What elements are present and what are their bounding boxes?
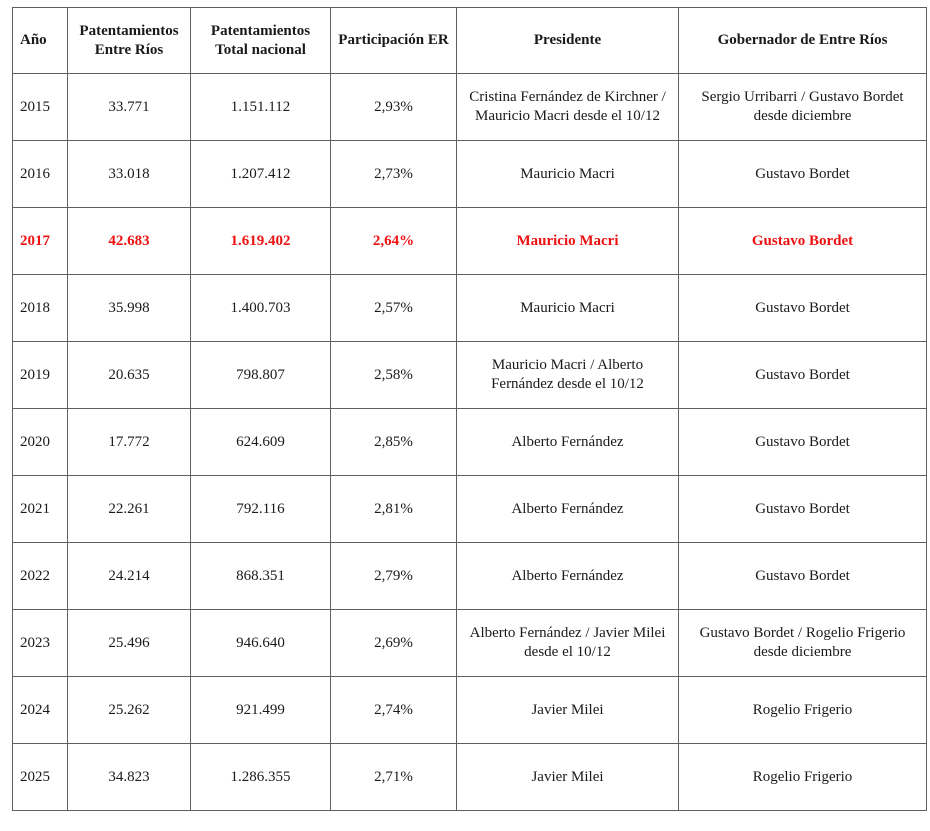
cell-patentamientos-entre-rios: 22.261 xyxy=(67,475,191,543)
cell-patentamientos-total-nacional: 792.116 xyxy=(190,475,331,543)
cell-participacion-er: 2,57% xyxy=(330,274,457,342)
table-row: 2023 25.496 946.640 2,69% Alberto Fernández … xyxy=(12,609,927,677)
cell-gobernador: Gustavo Bordet xyxy=(678,274,927,342)
cell-gobernador: Gustavo Bordet xyxy=(678,140,927,208)
cell-patentamientos-entre-rios: 33.018 xyxy=(67,140,191,208)
table-row: 2017 42.683 1.619.402 2,64% Mauricio Macri Gu… xyxy=(12,207,927,275)
cell-presidente: Mauricio Macri xyxy=(456,274,679,342)
cell-participacion-er: 2,81% xyxy=(330,475,457,543)
cell-gobernador: Rogelio Frigerio xyxy=(678,743,927,811)
header-participacion-er: Participación ER xyxy=(330,7,457,74)
cell-presidente: Alberto Fernández xyxy=(456,475,679,543)
cell-presidente: Alberto Fernández xyxy=(456,408,679,476)
cell-patentamientos-entre-rios: 20.635 xyxy=(67,341,191,409)
cell-presidente: Alberto Fernández / Javier Milei desde e… xyxy=(456,609,679,677)
table-row: 2019 20.635 798.807 2,58% Mauricio Macri / A… xyxy=(12,341,927,409)
header-year: Año xyxy=(12,7,68,74)
cell-presidente: Alberto Fernández xyxy=(456,542,679,610)
cell-gobernador: Gustavo Bordet xyxy=(678,475,927,543)
cell-year: 2016 xyxy=(12,140,68,208)
cell-gobernador: Gustavo Bordet xyxy=(678,207,927,275)
cell-patentamientos-total-nacional: 798.807 xyxy=(190,341,331,409)
patentamientos-table-container: Año Patentamientos Entre Ríos Patentamie… xyxy=(12,7,927,811)
cell-patentamientos-total-nacional: 1.400.703 xyxy=(190,274,331,342)
cell-year: 2020 xyxy=(12,408,68,476)
table-row: 2024 25.262 921.499 2,74% Javier Milei Rogeli… xyxy=(12,676,927,744)
cell-patentamientos-total-nacional: 946.640 xyxy=(190,609,331,677)
cell-participacion-er: 2,93% xyxy=(330,73,457,141)
cell-gobernador: Gustavo Bordet / Rogelio Frigerio desde … xyxy=(678,609,927,677)
cell-gobernador: Gustavo Bordet xyxy=(678,341,927,409)
cell-patentamientos-entre-rios: 33.771 xyxy=(67,73,191,141)
cell-presidente: Javier Milei xyxy=(456,743,679,811)
table-row: 2015 33.771 1.151.112 2,93% Cristina Fernánd… xyxy=(12,73,927,141)
header-patentamientos-total-nacional: Patentamientos Total nacional xyxy=(190,7,331,74)
cell-presidente: Cristina Fernández de Kirchner / Maurici… xyxy=(456,73,679,141)
table-row: 2025 34.823 1.286.355 2,71% Javier Milei Roge… xyxy=(12,743,927,811)
cell-presidente: Mauricio Macri xyxy=(456,140,679,208)
cell-year: 2023 xyxy=(12,609,68,677)
cell-patentamientos-entre-rios: 25.496 xyxy=(67,609,191,677)
cell-year: 2025 xyxy=(12,743,68,811)
cell-patentamientos-total-nacional: 1.151.112 xyxy=(190,73,331,141)
cell-participacion-er: 2,73% xyxy=(330,140,457,208)
cell-presidente: Mauricio Macri / Alberto Fernández desde… xyxy=(456,341,679,409)
cell-patentamientos-entre-rios: 42.683 xyxy=(67,207,191,275)
cell-year: 2015 xyxy=(12,73,68,141)
table-row: 2021 22.261 792.116 2,81% Alberto Fernández G… xyxy=(12,475,927,543)
cell-participacion-er: 2,69% xyxy=(330,609,457,677)
cell-year: 2018 xyxy=(12,274,68,342)
cell-year: 2022 xyxy=(12,542,68,610)
table-row: 2016 33.018 1.207.412 2,73% Mauricio Macri Gu… xyxy=(12,140,927,208)
cell-patentamientos-total-nacional: 921.499 xyxy=(190,676,331,744)
header-presidente: Presidente xyxy=(456,7,679,74)
cell-patentamientos-entre-rios: 17.772 xyxy=(67,408,191,476)
cell-gobernador: Sergio Urribarri / Gustavo Bordet desde … xyxy=(678,73,927,141)
cell-participacion-er: 2,58% xyxy=(330,341,457,409)
cell-gobernador: Gustavo Bordet xyxy=(678,542,927,610)
header-patentamientos-entre-rios: Patentamientos Entre Ríos xyxy=(67,7,191,74)
cell-patentamientos-total-nacional: 1.619.402 xyxy=(190,207,331,275)
cell-patentamientos-total-nacional: 624.609 xyxy=(190,408,331,476)
table-row: 2022 24.214 868.351 2,79% Alberto Fernández G… xyxy=(12,542,927,610)
cell-participacion-er: 2,74% xyxy=(330,676,457,744)
cell-participacion-er: 2,71% xyxy=(330,743,457,811)
cell-patentamientos-entre-rios: 24.214 xyxy=(67,542,191,610)
header-gobernador: Gobernador de Entre Ríos xyxy=(678,7,927,74)
cell-year: 2019 xyxy=(12,341,68,409)
table-body: 2015 33.771 1.151.112 2,93% Cristina Fernánd… xyxy=(12,73,927,811)
cell-year: 2024 xyxy=(12,676,68,744)
cell-patentamientos-total-nacional: 1.286.355 xyxy=(190,743,331,811)
cell-patentamientos-entre-rios: 35.998 xyxy=(67,274,191,342)
table-row: 2020 17.772 624.609 2,85% Alberto Fernández G… xyxy=(12,408,927,476)
cell-participacion-er: 2,85% xyxy=(330,408,457,476)
cell-patentamientos-entre-rios: 25.262 xyxy=(67,676,191,744)
cell-patentamientos-total-nacional: 1.207.412 xyxy=(190,140,331,208)
cell-patentamientos-total-nacional: 868.351 xyxy=(190,542,331,610)
cell-participacion-er: 2,64% xyxy=(330,207,457,275)
cell-participacion-er: 2,79% xyxy=(330,542,457,610)
cell-presidente: Javier Milei xyxy=(456,676,679,744)
table-row: 2018 35.998 1.400.703 2,57% Mauricio Macri Gu… xyxy=(12,274,927,342)
cell-patentamientos-entre-rios: 34.823 xyxy=(67,743,191,811)
cell-gobernador: Gustavo Bordet xyxy=(678,408,927,476)
cell-gobernador: Rogelio Frigerio xyxy=(678,676,927,744)
table-header-row: Año Patentamientos Entre Ríos Patentamie… xyxy=(12,7,927,74)
cell-year: 2021 xyxy=(12,475,68,543)
cell-presidente: Mauricio Macri xyxy=(456,207,679,275)
cell-year: 2017 xyxy=(12,207,68,275)
patentamientos-table: Año Patentamientos Entre Ríos Patentamie… xyxy=(12,7,927,811)
